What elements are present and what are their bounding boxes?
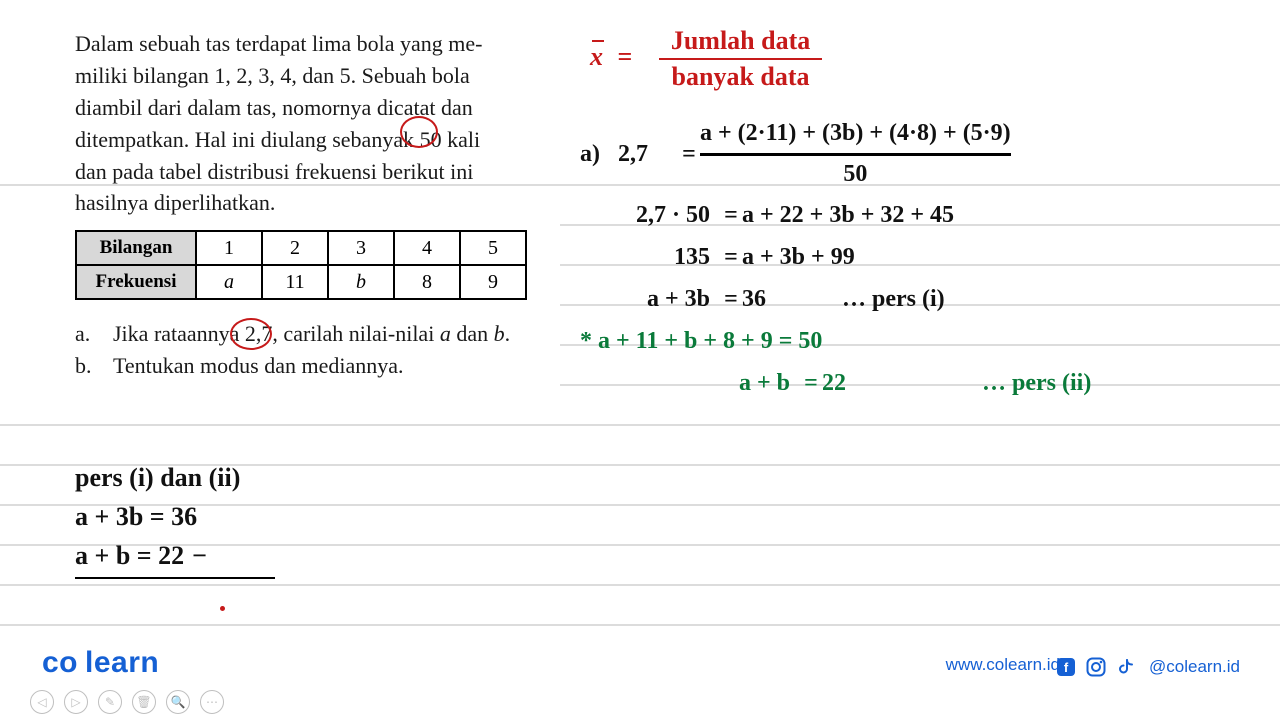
svg-text:f: f xyxy=(1064,660,1069,675)
pers-note: … pers (i) xyxy=(842,286,945,312)
lhs: a + b xyxy=(580,365,800,401)
instagram-icon[interactable] xyxy=(1085,656,1107,678)
lhs: 2,7 xyxy=(618,136,678,172)
row-header-bilangan: Bilangan xyxy=(76,231,196,265)
cell: a xyxy=(196,265,262,299)
cell: 2 xyxy=(262,231,328,265)
trash-button[interactable]: 🗑 xyxy=(132,690,156,714)
facebook-icon[interactable]: f xyxy=(1055,656,1077,678)
x-bar-symbol: x xyxy=(590,42,603,72)
numerator: a + (2·11) + (3b) + (4·8) + (5·9) xyxy=(700,115,1011,156)
cell: 1 xyxy=(196,231,262,265)
equals: = xyxy=(720,197,742,233)
rhs: a + 3b + 99 xyxy=(742,239,1091,275)
cell: 11 xyxy=(262,265,328,299)
question-a-label: a. xyxy=(75,318,113,350)
pers-title: pers (i) dan (ii) xyxy=(75,458,275,497)
search-button[interactable]: 🔍 xyxy=(166,690,190,714)
social-links: f @colearn.id xyxy=(1055,656,1240,678)
cell: 4 xyxy=(394,231,460,265)
play-button[interactable]: ▷ xyxy=(64,690,88,714)
logo-part-2: learn xyxy=(85,646,159,679)
formula-denominator: banyak data xyxy=(659,58,822,92)
formula-numerator: Jumlah data xyxy=(659,26,822,58)
system-solving: pers (i) dan (ii) a + 3b = 36 a + b = 22 xyxy=(75,458,275,579)
logo-part-1: co xyxy=(42,646,78,679)
equals: = xyxy=(678,136,700,172)
equation-1: a + 3b = 36 xyxy=(75,497,275,536)
red-dot xyxy=(220,606,225,611)
mean-formula: x = Jumlah data banyak data xyxy=(590,26,822,92)
problem-text: Dalam sebuah tas terdapat lima bola yang… xyxy=(75,28,535,219)
equals: = xyxy=(720,281,742,317)
table-row: Bilangan 1 2 3 4 5 xyxy=(76,231,526,265)
footer: colearn www.colearn.id f @colearn.id ◁ ▷… xyxy=(0,640,1280,720)
cell: b xyxy=(328,265,394,299)
pers-note: … pers (ii) xyxy=(982,370,1091,396)
question-a-text: Jika rataannya 2,7, carilah nilai-nilai … xyxy=(113,318,535,350)
more-button[interactable]: ⋯ xyxy=(200,690,224,714)
question-b-text: Tentukan modus dan mediannya. xyxy=(113,350,535,382)
cell: 9 xyxy=(460,265,526,299)
brand-logo: colearn xyxy=(42,646,159,680)
frequency-table: Bilangan 1 2 3 4 5 Frekuensi a 11 b 8 9 xyxy=(75,230,527,300)
table-row: Frekuensi a 11 b 8 9 xyxy=(76,265,526,299)
cell: 3 xyxy=(328,231,394,265)
lhs: 2,7 · 50 xyxy=(580,197,720,233)
edit-button[interactable]: ✎ xyxy=(98,690,122,714)
tiktok-icon[interactable] xyxy=(1115,656,1137,678)
prev-button[interactable]: ◁ xyxy=(30,690,54,714)
sum-check: * a + 11 + b + 8 + 9 = 50 xyxy=(580,323,1091,359)
website-url[interactable]: www.colearn.id xyxy=(946,655,1060,675)
circle-annotation-50 xyxy=(400,116,438,148)
question-b-label: b. xyxy=(75,350,113,382)
lhs: a + 3b xyxy=(580,281,720,317)
question-list: a. Jika rataannya 2,7, carilah nilai-nil… xyxy=(75,318,535,382)
rhs: 36 xyxy=(742,286,766,312)
equals: = xyxy=(618,42,633,71)
rhs: 22 xyxy=(822,370,846,396)
equals: = xyxy=(800,365,822,401)
player-controls: ◁ ▷ ✎ 🗑 🔍 ⋯ xyxy=(30,690,224,714)
denominator: 50 xyxy=(700,156,1011,192)
social-handle[interactable]: @colearn.id xyxy=(1149,657,1240,677)
equation-2: a + b = 22 xyxy=(75,536,275,579)
row-header-frekuensi: Frekuensi xyxy=(76,265,196,299)
circle-annotation-27 xyxy=(230,318,272,350)
rhs: a + 22 + 3b + 32 + 45 xyxy=(742,197,1091,233)
cell: 5 xyxy=(460,231,526,265)
working-part-a: a) 2,7 = a + (2·11) + (3b) + (4·8) + (5·… xyxy=(580,115,1091,406)
equals: = xyxy=(720,239,742,275)
lhs: 135 xyxy=(580,239,720,275)
cell: 8 xyxy=(394,265,460,299)
part-a-label: a) xyxy=(580,136,618,172)
